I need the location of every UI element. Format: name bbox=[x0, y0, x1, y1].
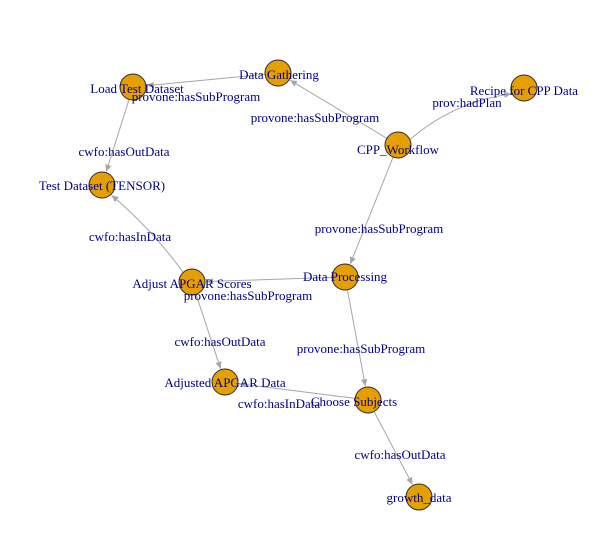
edge-choose-to-growth bbox=[373, 411, 413, 485]
node-label-testdata: Test Dataset (TENSOR) bbox=[39, 178, 165, 193]
edge-workflow-to-recipe bbox=[409, 91, 512, 141]
edge-label-workflow-to-processing: provone:hasSubProgram bbox=[315, 221, 444, 236]
edge-processing-to-choose bbox=[346, 289, 368, 387]
edge-label-workflow-to-gathering: provone:hasSubProgram bbox=[251, 110, 380, 125]
edge-workflow-to-processing bbox=[349, 156, 394, 265]
node-recipe bbox=[510, 74, 538, 102]
edge-gathering-to-load bbox=[146, 73, 266, 89]
edge-label-gathering-to-load: provone:hasSubProgram bbox=[132, 89, 261, 104]
node-label-adjusted: Adjusted APGAR Data bbox=[164, 375, 286, 390]
node-gathering bbox=[264, 59, 292, 87]
edge-workflow-to-gathering bbox=[289, 79, 388, 139]
node-processing bbox=[331, 263, 359, 291]
edge-label-apgar-to-adjusted: cwfo:hasOutData bbox=[175, 334, 266, 349]
edges-layer bbox=[105, 73, 512, 485]
edge-label-apgar-to-testdata: cwfo:hasInData bbox=[89, 229, 172, 244]
node-growth bbox=[405, 483, 433, 511]
edge-label-processing-to-choose: provone:hasSubProgram bbox=[297, 341, 426, 356]
node-label-growth: growth_data bbox=[387, 490, 452, 505]
node-label-apgar: Adjust APGAR Scores bbox=[132, 276, 251, 291]
node-label-recipe: Recipe for CPP Data bbox=[470, 83, 578, 98]
node-label-choose: Choose Subjects bbox=[311, 394, 397, 409]
node-labels-layer: CPP_Workflow Recipe for CPP Data Data Gath… bbox=[39, 67, 578, 505]
edge-choose-to-adjusted bbox=[238, 381, 356, 399]
node-load bbox=[119, 73, 147, 101]
node-adjusted bbox=[211, 368, 239, 396]
edge-label-workflow-to-recipe: prov:hadPlan bbox=[432, 95, 502, 110]
node-label-processing: Data Processing bbox=[303, 269, 388, 284]
edge-load-to-testdata bbox=[105, 99, 130, 172]
edge-apgar-to-adjusted bbox=[195, 294, 222, 369]
node-label-gathering: Data Gathering bbox=[239, 67, 319, 82]
edge-label-choose-to-growth: cwfo:hasOutData bbox=[355, 447, 446, 462]
edge-processing-to-apgar bbox=[205, 276, 333, 285]
edge-label-choose-to-adjusted: cwfo:hasInData bbox=[238, 396, 321, 411]
node-choose bbox=[354, 386, 382, 414]
node-label-load: Load Test Dataset bbox=[90, 81, 184, 96]
edge-label-processing-to-apgar: provone:hasSubProgram bbox=[184, 288, 313, 303]
node-apgar bbox=[178, 268, 206, 296]
edge-label-load-to-testdata: cwfo:hasOutData bbox=[79, 144, 170, 159]
edge-labels-layer: prov:hadPlan provone:hasSubProgram provone… bbox=[79, 89, 503, 462]
edge-apgar-to-testdata bbox=[111, 194, 184, 273]
node-workflow bbox=[384, 131, 412, 159]
nodes-layer bbox=[88, 59, 538, 511]
node-label-workflow: CPP_Workflow bbox=[357, 142, 440, 157]
node-testdata bbox=[88, 171, 116, 199]
